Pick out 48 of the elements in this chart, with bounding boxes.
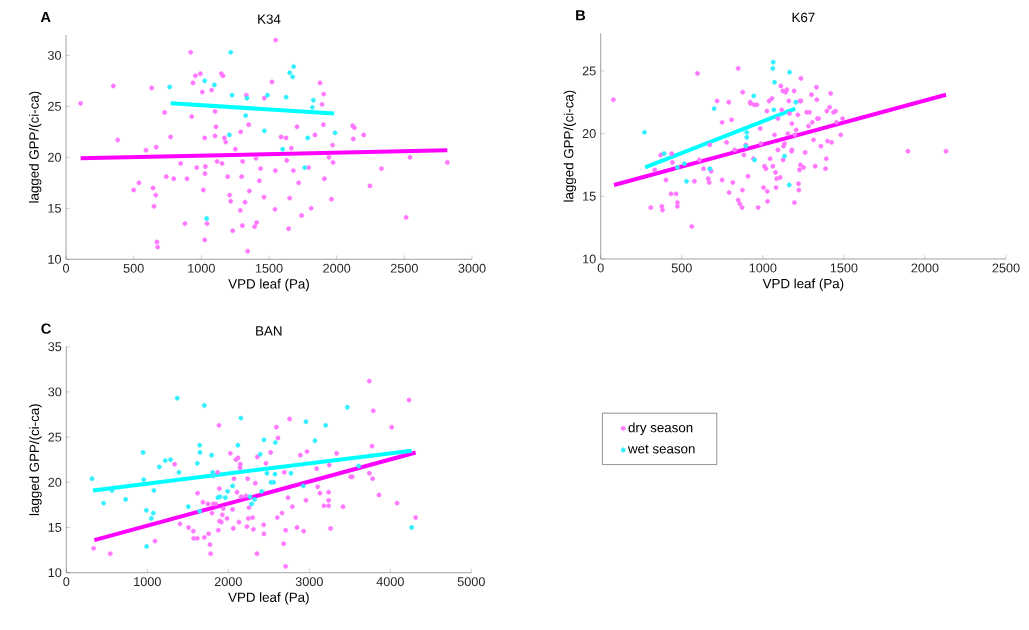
x-tick-label: 3000 xyxy=(458,263,486,273)
y-axis-title: lagged GPP/(ci-ca) xyxy=(563,90,577,202)
text: A xyxy=(40,12,51,23)
chart-title: BAN xyxy=(256,326,282,336)
y-tick-label: 15 xyxy=(48,203,61,213)
x-tick-label: 1500 xyxy=(255,263,283,273)
text: B xyxy=(576,10,586,21)
x-axis-title: VPD leaf (Pa) xyxy=(228,592,309,605)
legend-label: wet season xyxy=(627,444,695,454)
y-tick-label: 10 xyxy=(48,254,62,264)
text: C xyxy=(41,323,51,334)
x-tick-label: 3000 xyxy=(295,577,323,587)
y-tick-label: 35 xyxy=(48,342,62,352)
x-tick-label: 500 xyxy=(671,263,692,273)
x-tick-label: 2500 xyxy=(390,263,418,273)
x-tick-label: 0 xyxy=(62,263,70,273)
x-tick-label: 2000 xyxy=(911,263,939,273)
x-tick-label: 0 xyxy=(597,263,604,273)
y-axis-title: lagged GPP/(ci-ca) xyxy=(29,404,42,516)
x-tick-label: 500 xyxy=(123,263,144,273)
y-tick-label: 25 xyxy=(48,432,62,442)
x-tick-label: 2000 xyxy=(214,577,242,587)
x-tick-label: 1000 xyxy=(749,263,777,273)
y-tick-label: 30 xyxy=(48,387,62,397)
x-tick-label: 1000 xyxy=(134,577,161,587)
x-axis-title: VPD leaf (Pa) xyxy=(762,278,844,291)
y-tick-label: 15 xyxy=(583,191,596,201)
chart-title: K34 xyxy=(258,14,281,24)
y-tick-label: 10 xyxy=(48,568,62,578)
y-tick-label: 20 xyxy=(48,477,62,487)
x-tick-label: 1000 xyxy=(188,263,215,273)
x-tick-label: 1500 xyxy=(830,263,858,273)
x-tick-label: 2000 xyxy=(323,263,351,273)
y-axis-title: lagged GPP/(ci-ca) xyxy=(28,91,42,203)
y-tick-label: 30 xyxy=(47,50,62,60)
y-tick-label: 20 xyxy=(582,129,596,139)
chart-title: K67 xyxy=(792,12,815,23)
x-tick-label: 5000 xyxy=(457,577,485,587)
y-tick-label: 15 xyxy=(48,523,62,532)
x-tick-label: 4000 xyxy=(376,577,404,587)
y-tick-label: 25 xyxy=(48,101,61,111)
x-tick-label: 2500 xyxy=(992,263,1020,273)
x-tick-label: 0 xyxy=(63,577,70,587)
x-axis-title: VPD leaf (Pa) xyxy=(228,278,309,292)
y-tick-label: 20 xyxy=(48,152,62,162)
legend-label: dry season xyxy=(628,422,693,435)
y-tick-label: 25 xyxy=(582,66,596,76)
y-tick-label: 10 xyxy=(583,254,596,264)
